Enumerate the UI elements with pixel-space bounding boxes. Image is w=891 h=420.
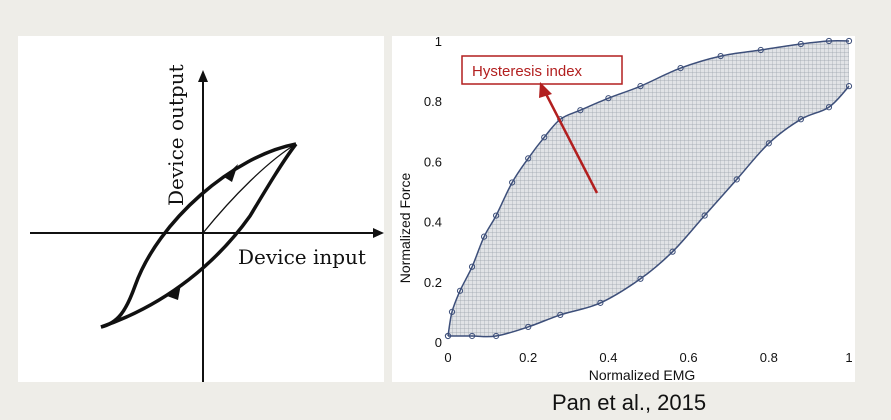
data-point	[448, 308, 456, 315]
loop-lower-branch	[100, 142, 298, 329]
data-point	[541, 134, 548, 141]
annotation-arrow-line	[542, 89, 599, 194]
x-tick-label: 0	[444, 350, 451, 365]
data-point	[797, 116, 804, 123]
data-point	[444, 332, 452, 340]
data-point	[637, 275, 644, 282]
data-point	[456, 287, 464, 294]
x-tick-label: 0.8	[760, 350, 778, 365]
data-point	[845, 83, 853, 90]
data-point	[765, 140, 772, 147]
loop-upper-branch	[100, 142, 297, 329]
x-tick-label: 0.4	[599, 350, 617, 365]
data-point	[480, 233, 488, 240]
y-tick-label: 0.4	[424, 215, 442, 230]
data-point	[605, 95, 612, 102]
data-point	[493, 332, 500, 340]
data-point	[717, 52, 724, 60]
y-axis-title: Normalized Force	[397, 173, 413, 284]
hysteresis-area	[448, 40, 849, 337]
x-axis-arrowhead	[373, 228, 384, 238]
data-point	[525, 155, 532, 162]
hysteresis-schematic-panel: Device output Device input	[18, 36, 384, 382]
hysteresis-plot: 0 0.2 0.4 0.6 0.8 1 0 0.2 0.4 0.6 0.8 1 Normalized …	[397, 34, 853, 383]
y-tick-label: 0.6	[424, 154, 442, 169]
data-point	[677, 64, 684, 72]
data-point	[509, 179, 516, 186]
upper-direction-arrow	[224, 164, 238, 182]
data-point	[825, 104, 833, 111]
data-point	[525, 323, 532, 331]
data-point	[637, 83, 644, 90]
data-point	[493, 212, 500, 219]
data-point	[468, 263, 476, 270]
y-tick-label: 0	[435, 335, 442, 350]
y-tick-label: 0.2	[424, 275, 442, 290]
x-tick-label: 0.6	[680, 350, 698, 365]
annotation-label: Hysteresis index	[472, 63, 583, 80]
data-point	[757, 46, 764, 54]
x-axis-title: Normalized EMG	[589, 367, 696, 383]
y-axis-arrowhead	[198, 70, 208, 82]
data-point	[468, 332, 476, 340]
data-point	[701, 212, 708, 219]
data-point	[733, 176, 740, 183]
lower-direction-arrow	[167, 284, 181, 300]
y-axis-label: Device output	[164, 64, 188, 206]
data-point	[597, 299, 604, 306]
data-point	[577, 107, 584, 114]
hysteresis-schematic: Device output Device input	[30, 64, 384, 382]
data-point	[825, 37, 833, 45]
y-tick-label: 0.8	[424, 94, 442, 109]
hysteresis-plot-panel: 0 0.2 0.4 0.6 0.8 1 0 0.2 0.4 0.6 0.8 1 Normalized …	[392, 34, 855, 383]
data-point	[557, 311, 564, 319]
x-axis-label: Device input	[238, 245, 366, 269]
data-point	[797, 40, 804, 48]
x-tick-label: 1	[845, 350, 852, 365]
data-point	[669, 248, 676, 255]
tick-labels: 0 0.2 0.4 0.6 0.8 1 0 0.2 0.4 0.6 0.8 1	[424, 34, 853, 365]
citation: Pan et al., 2015	[552, 390, 707, 415]
y-tick-label: 1	[435, 34, 442, 49]
initial-loading-curve	[202, 143, 297, 234]
annotation-arrowhead	[539, 82, 552, 98]
data-point	[845, 37, 853, 45]
x-tick-label: 0.2	[519, 350, 537, 365]
